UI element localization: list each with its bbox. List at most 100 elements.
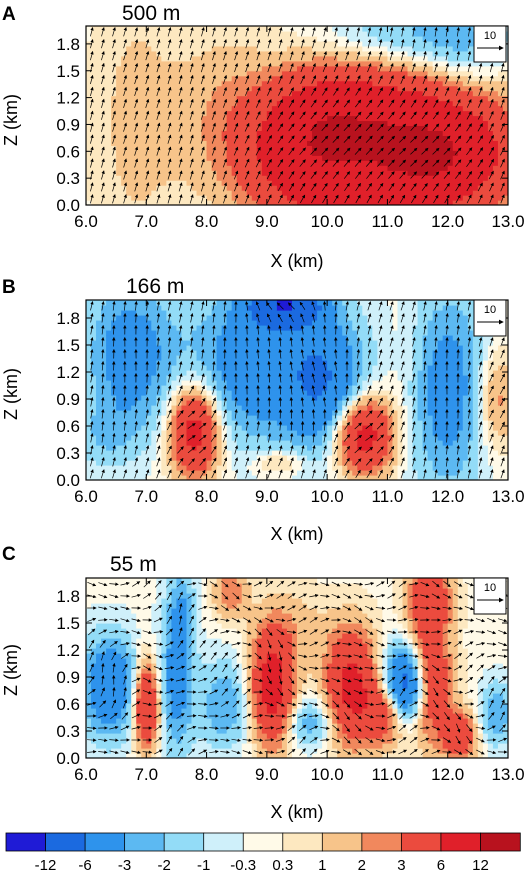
field-cell [322,165,328,171]
field-cell [231,340,238,346]
field-cell [171,130,178,136]
field-cell [146,190,152,196]
field-cell [462,195,469,201]
wind-vector [410,135,418,143]
field-cell [452,125,459,132]
field-cell [337,145,343,151]
field-cell [271,140,278,146]
field-cell [322,180,328,186]
field-cell [347,200,353,205]
field-cell [427,60,434,67]
field-cell [332,130,338,136]
field-cell [136,120,142,127]
field-cell [96,150,102,156]
field-cell [161,170,167,176]
wind-vector [211,98,216,108]
field-cell [357,80,363,87]
field-cell [106,345,112,351]
field-cell [442,185,449,191]
field-cell [382,55,389,62]
field-cell [437,190,444,196]
wind-vector [289,63,294,73]
wind-vector [355,99,362,108]
field-cell [256,95,263,102]
field-cell [417,55,424,62]
field-cell [101,380,107,386]
field-cell [266,185,273,191]
field-cell [261,405,268,411]
wind-vector [376,147,384,155]
field-shading [86,300,508,480]
wind-vector [189,182,194,192]
field-cell [256,395,263,401]
wind-vector [332,99,339,108]
field-cell [191,135,198,141]
field-cell [116,400,122,406]
field-cell [382,120,389,127]
field-cell [216,320,223,326]
field-cell [106,55,112,62]
field-cell [166,155,172,161]
field-cell [146,140,152,146]
field-cell [231,170,238,176]
field-cell [332,190,338,196]
field-cell [467,45,474,52]
field-cell [427,145,434,151]
field-cell [91,160,97,166]
field-cell [457,40,464,47]
field-cell [116,415,122,421]
field-cell [231,345,238,351]
field-cell [437,170,444,176]
field-cell [392,95,399,102]
field-cell [251,75,258,82]
field-cell [297,90,303,97]
field-cell [141,100,147,107]
field-cell [392,55,399,62]
field-cell [442,195,449,201]
field-cell [271,175,278,181]
field-cell [286,85,293,92]
field-cell [226,50,233,57]
field-cell [196,470,203,476]
field-cell [457,60,464,67]
field-cell [231,320,238,326]
field-cell [166,455,172,461]
field-cell [251,175,258,181]
field-cell [106,160,112,166]
field-cell [357,150,363,156]
field-cell [221,300,228,306]
wind-vector [288,147,295,156]
field-cell [266,80,273,87]
field-cell [111,140,117,146]
field-cell [297,95,303,102]
field-cell [261,125,268,132]
field-cell [116,430,122,436]
field-cell [171,170,178,176]
field-cell [136,325,142,331]
field-cell [241,140,248,146]
field-cell [452,115,459,122]
field-cell [226,55,233,62]
field-cell [422,130,429,136]
field-cell [171,30,178,37]
field-cell [96,445,102,451]
field-cell [106,400,112,406]
field-cell [181,40,188,47]
field-cell [492,135,499,141]
field-cell [106,315,112,321]
field-cell [402,105,409,112]
field-cell [271,160,278,166]
field-cell [96,100,102,107]
field-cell [452,80,459,87]
wind-vector [255,98,261,108]
field-cell [86,35,92,42]
field-cell [241,105,248,112]
field-cell [121,365,127,371]
wind-vector [212,50,216,61]
field-cell [246,140,253,146]
field-cell [131,130,137,136]
field-cell [91,310,97,316]
field-cell [447,70,454,77]
field-cell [367,45,373,52]
field-cell [181,130,188,136]
